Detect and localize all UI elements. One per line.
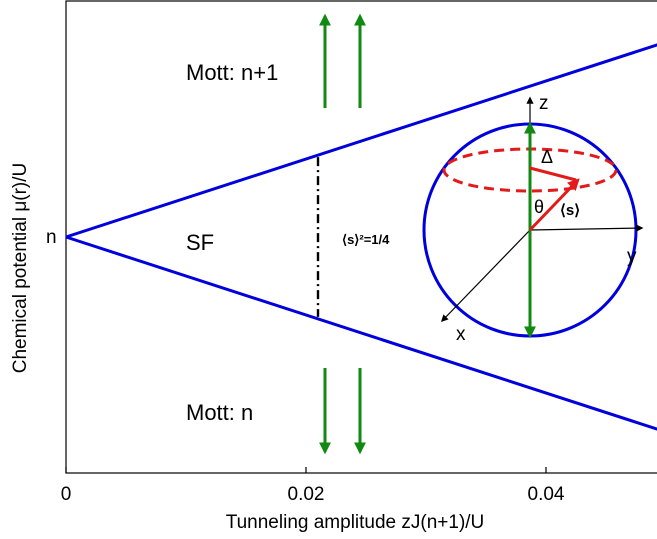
delta-label: Δ [541,147,553,167]
lower-phase-boundary [65,235,657,431]
region-label-mott-upper: Mott: n+1 [186,60,278,85]
x-tick-label: 0.02 [288,484,325,505]
y-axis [529,224,644,232]
theta-label: θ [534,197,544,217]
transverse-component [529,166,577,182]
inset-constraint-label: ⟨s⟩²=1/4 [342,232,390,247]
x-axis-label-3d: x [456,324,466,345]
spin-label: ⟨s⟩ [560,202,580,219]
upper-phase-boundary [65,43,657,239]
z-axis-label: z [539,93,549,114]
y-axis-label-3d: y [627,246,637,267]
region-label-mott-lower: Mott: n [186,400,253,425]
y-tick-label: n [46,227,57,248]
x-tick-label: 0.04 [528,484,565,505]
y-axis-label: Chemical potential μ(r)/U [10,163,31,374]
spin-vector-arrow [528,178,580,232]
x-axis-3d [440,229,531,323]
x-axis-label: Tunneling amplitude zJ(n+1)/U [226,512,485,533]
bloch-sphere-inset: z y x θ Δ ⟨s⟩ [422,93,644,345]
x-axis: 0 0.02 0.04 [61,467,565,505]
x-tick-label: 0 [61,484,72,505]
region-label-sf: SF [186,230,214,255]
